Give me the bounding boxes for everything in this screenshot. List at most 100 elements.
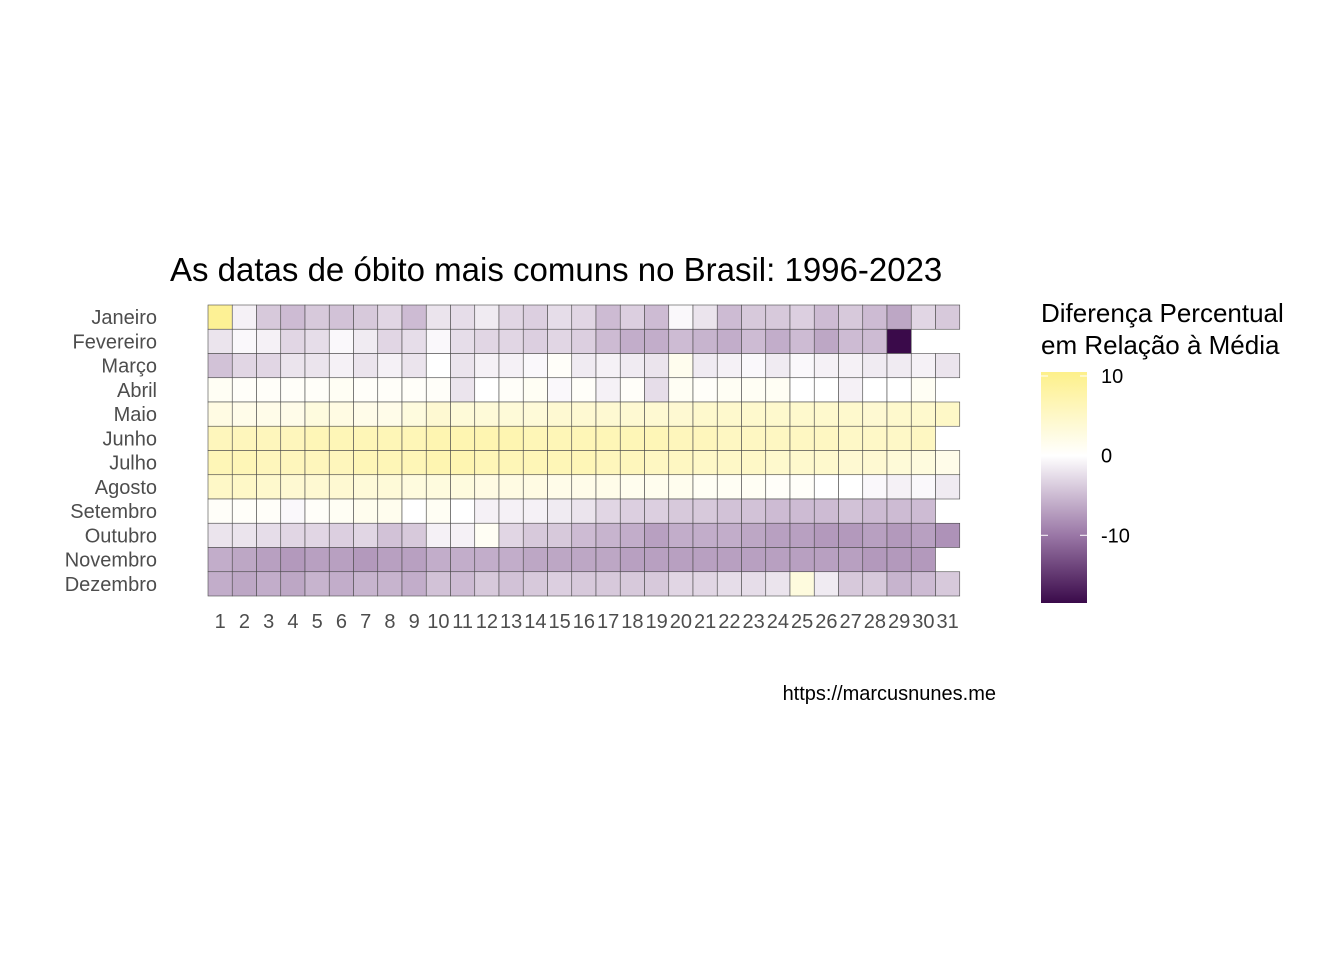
heatmap-cell: [571, 474, 597, 500]
heatmap-cell: [547, 498, 573, 524]
heatmap-cell: [838, 474, 864, 500]
heatmap-cell: [910, 571, 936, 597]
day-label: 19: [646, 611, 668, 633]
heatmap-cell: [765, 353, 791, 379]
heatmap-cell: [256, 304, 282, 330]
heatmap-cell: [280, 377, 306, 403]
heatmap-cell: [595, 377, 621, 403]
heatmap-cell: [450, 304, 476, 330]
heatmap-cell: [789, 522, 815, 548]
day-label: 24: [767, 611, 789, 633]
heatmap-cell: [450, 571, 476, 597]
heatmap-cell: [256, 522, 282, 548]
heatmap-cell: [813, 401, 839, 427]
heatmap-cell: [886, 498, 912, 524]
heatmap-cell: [789, 328, 815, 354]
heatmap-cell: [353, 328, 379, 354]
heatmap-cell: [838, 377, 864, 403]
heatmap-cell: [207, 304, 233, 330]
heatmap-cell: [935, 571, 961, 597]
heatmap-cell: [716, 304, 742, 330]
heatmap-cell: [813, 353, 839, 379]
heatmap-cell: [838, 547, 864, 573]
heatmap-cell: [401, 522, 427, 548]
heatmap-cell: [741, 474, 767, 500]
heatmap-cell: [644, 353, 670, 379]
heatmap-cell: [862, 522, 888, 548]
month-label: Outubro: [85, 525, 157, 547]
heatmap-cell: [401, 425, 427, 451]
heatmap-cell: [595, 522, 621, 548]
legend-colorbar: [1041, 372, 1087, 603]
heatmap-cell: [280, 425, 306, 451]
heatmap-cell: [886, 571, 912, 597]
heatmap-cell: [595, 353, 621, 379]
heatmap-cell: [862, 474, 888, 500]
heatmap-cell: [401, 328, 427, 354]
heatmap-cell: [935, 304, 961, 330]
heatmap-cell: [862, 353, 888, 379]
month-label: Fevereiro: [73, 331, 157, 353]
heatmap-cell: [377, 353, 403, 379]
heatmap-cell: [450, 547, 476, 573]
heatmap-cell: [547, 450, 573, 476]
caption: https://marcusnunes.me: [783, 683, 996, 705]
heatmap-cell: [547, 522, 573, 548]
day-label: 1: [215, 611, 226, 633]
heatmap-cell: [619, 353, 645, 379]
heatmap-cell: [353, 498, 379, 524]
heatmap-cell: [692, 498, 718, 524]
heatmap-cell: [838, 498, 864, 524]
month-label: Março: [101, 356, 157, 378]
heatmap-cell: [813, 450, 839, 476]
heatmap-cell: [668, 353, 694, 379]
heatmap-cell: [741, 571, 767, 597]
heatmap-cell: [716, 401, 742, 427]
heatmap-cell: [813, 474, 839, 500]
heatmap-cell: [280, 522, 306, 548]
heatmap-cell: [280, 353, 306, 379]
heatmap-cell: [571, 425, 597, 451]
heatmap-cell: [571, 328, 597, 354]
heatmap-cell: [207, 547, 233, 573]
heatmap-cell: [862, 547, 888, 573]
day-label: 2: [239, 611, 250, 633]
heatmap-cell: [498, 425, 524, 451]
heatmap-cell: [692, 304, 718, 330]
heatmap-cell: [765, 522, 791, 548]
legend: Diferença Percentual em Relação à Média …: [1041, 298, 1284, 603]
heatmap-cell: [304, 498, 330, 524]
month-label: Janeiro: [91, 307, 157, 329]
heatmap-cell: [256, 353, 282, 379]
heatmap-cell: [813, 498, 839, 524]
day-label: 30: [912, 611, 934, 633]
heatmap-cell: [692, 425, 718, 451]
heatmap-cell: [498, 353, 524, 379]
legend-title-line-1: Diferença Percentual: [1041, 298, 1284, 328]
heatmap-cell: [425, 377, 451, 403]
heatmap-cell: [474, 377, 500, 403]
heatmap-cell: [765, 571, 791, 597]
heatmap-cell: [935, 401, 961, 427]
heatmap-cell: [207, 474, 233, 500]
heatmap-cell: [838, 571, 864, 597]
heatmap-cell: [280, 474, 306, 500]
heatmap-cell: [401, 498, 427, 524]
day-label: 31: [937, 611, 959, 633]
heatmap-cell: [207, 353, 233, 379]
heatmap-cell: [862, 450, 888, 476]
heatmap-cell: [910, 377, 936, 403]
heatmap-cell: [789, 498, 815, 524]
heatmap-cell: [522, 547, 548, 573]
day-label: 10: [427, 611, 449, 633]
heatmap-cell: [741, 328, 767, 354]
heatmap-cell: [522, 353, 548, 379]
heatmap-cell: [716, 498, 742, 524]
heatmap-cell: [328, 328, 354, 354]
heatmap-cell: [765, 498, 791, 524]
heatmap-cell: [377, 425, 403, 451]
heatmap-cell: [353, 425, 379, 451]
heatmap-cell: [425, 498, 451, 524]
heatmap-cells: [207, 304, 961, 597]
heatmap-cell: [474, 522, 500, 548]
